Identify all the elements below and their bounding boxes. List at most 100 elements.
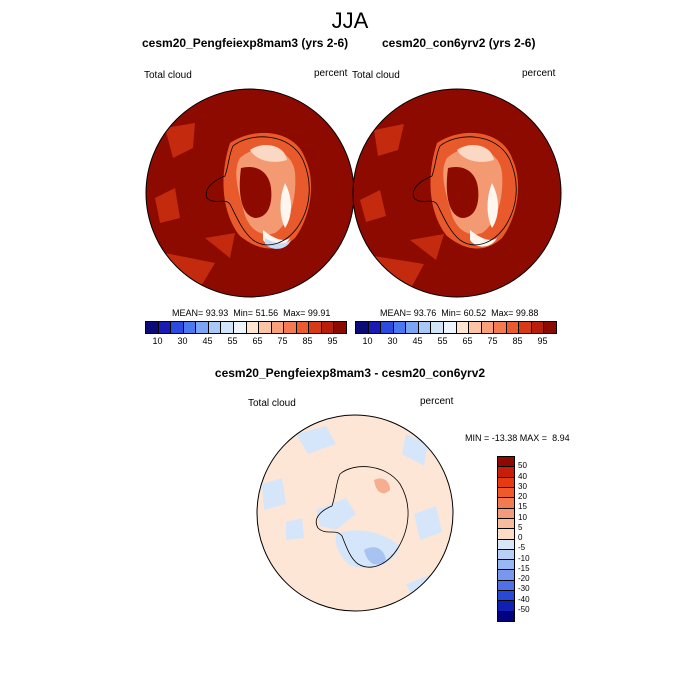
colorbar-swatch bbox=[506, 322, 520, 333]
figure-title: JJA bbox=[331, 8, 369, 33]
colorbar-tick-label: 50 bbox=[518, 461, 527, 471]
colorbar-tick-label: 30 bbox=[518, 481, 527, 491]
panel-2-min-value: 60.52 bbox=[463, 308, 487, 318]
diff-panel-title: cesm20_Pengfeiexp8mam3 - cesm20_con6yrv2 bbox=[214, 366, 486, 380]
colorbar-swatch bbox=[469, 322, 482, 333]
panel-1-min-label: Min= bbox=[228, 308, 256, 318]
colorbar-swatch bbox=[481, 322, 495, 333]
colorbar-tick-label: 65 bbox=[252, 336, 263, 346]
panel-1-mean-label: MEAN= bbox=[172, 308, 206, 318]
colorbar-swatch bbox=[498, 560, 514, 571]
colorbar-tick-label: 30 bbox=[387, 336, 398, 346]
colorbar-tick-label: 45 bbox=[202, 336, 213, 346]
panel-2-min-label: Min= bbox=[436, 308, 464, 318]
diff-panel-variable-label: Total cloud bbox=[248, 398, 296, 409]
diff-max-label: MAX = bbox=[517, 433, 553, 443]
colorbar-swatch bbox=[233, 322, 247, 333]
colorbar-tick-label: 10 bbox=[518, 512, 527, 522]
colorbar-tick-label: -15 bbox=[518, 563, 530, 573]
colorbar-swatch bbox=[443, 322, 457, 333]
colorbar-swatch bbox=[418, 322, 432, 333]
panel-1-colorbar bbox=[145, 321, 347, 334]
colorbar-swatch bbox=[259, 322, 272, 333]
panel-2-variable-label: Total cloud bbox=[352, 70, 400, 81]
panel-1-colorbar-ticks: 10 30 45 55 65 75 85 95 bbox=[145, 336, 345, 348]
colorbar-swatch bbox=[246, 322, 260, 333]
colorbar-tick-label: -30 bbox=[518, 584, 530, 594]
panel-2-mean-label: MEAN= bbox=[380, 308, 414, 318]
panel-1-max-label: Max= bbox=[278, 308, 308, 318]
colorbar-tick-label: 95 bbox=[327, 336, 338, 346]
colorbar-swatch bbox=[498, 508, 514, 519]
colorbar-swatch bbox=[208, 322, 222, 333]
colorbar-tick-label: 20 bbox=[518, 492, 527, 501]
colorbar-swatch bbox=[309, 322, 322, 333]
panel-2-title: cesm20_con6yrv2 (yrs 2-6) bbox=[382, 36, 536, 50]
panel-1-units-label: percent bbox=[314, 68, 348, 79]
colorbar-tick-label: -10 bbox=[518, 553, 530, 563]
colorbar-swatch bbox=[498, 591, 514, 602]
colorbar-tick-label: -40 bbox=[518, 594, 530, 604]
colorbar-swatch bbox=[498, 487, 514, 499]
panel-1-min-value: 51.56 bbox=[255, 308, 279, 318]
colorbar-swatch bbox=[406, 322, 419, 333]
colorbar-tick-label: 5 bbox=[518, 522, 523, 532]
colorbar-tick-label: 15 bbox=[518, 502, 527, 512]
colorbar-swatch bbox=[183, 322, 197, 333]
colorbar-swatch bbox=[196, 322, 209, 333]
diff-panel-stats: MIN = -13.38 MAX = 8.94 bbox=[465, 433, 570, 443]
colorbar-swatch bbox=[498, 498, 514, 509]
colorbar-swatch bbox=[321, 322, 335, 333]
panel-1-mean-value: 93.93 bbox=[205, 308, 229, 318]
colorbar-swatch bbox=[393, 322, 407, 333]
colorbar-swatch bbox=[284, 322, 297, 333]
colorbar-swatch bbox=[531, 322, 545, 333]
colorbar-swatch bbox=[431, 322, 444, 333]
diff-colorbar-ticks: 50 40 30 20 15 10 5 0 -5 -10 -15 -20 -30 -40 -50 bbox=[518, 456, 548, 620]
colorbar-tick-label: 75 bbox=[277, 336, 288, 346]
diff-colorbar bbox=[497, 456, 515, 622]
colorbar-tick-label: -20 bbox=[518, 574, 530, 583]
colorbar-tick-label: 85 bbox=[302, 336, 313, 346]
panel-1-stats: MEAN= 93.93 Min= 51.56 Max= 99.91 bbox=[172, 308, 330, 318]
colorbar-swatch bbox=[356, 322, 369, 333]
colorbar-tick-label: 55 bbox=[437, 336, 448, 346]
colorbar-swatch bbox=[498, 539, 514, 550]
colorbar-swatch bbox=[498, 477, 514, 488]
panel-2-units-label: percent bbox=[522, 68, 556, 79]
colorbar-tick-label: -50 bbox=[518, 604, 530, 614]
colorbar-tick-label: 75 bbox=[487, 336, 498, 346]
panel-2-mean-value: 93.76 bbox=[413, 308, 437, 318]
colorbar-swatch bbox=[171, 322, 184, 333]
colorbar-swatch bbox=[158, 322, 172, 333]
colorbar-swatch bbox=[498, 518, 514, 530]
colorbar-swatch bbox=[221, 322, 234, 333]
colorbar-swatch bbox=[498, 570, 514, 581]
colorbar-swatch bbox=[498, 549, 514, 561]
colorbar-swatch bbox=[498, 457, 514, 468]
colorbar-swatch bbox=[271, 322, 285, 333]
colorbar-swatch bbox=[494, 322, 507, 333]
panel-2-stats: MEAN= 93.76 Min= 60.52 Max= 99.88 bbox=[380, 308, 538, 318]
panel-1-map bbox=[145, 88, 355, 298]
diff-max-value: 8.94 bbox=[552, 433, 570, 443]
colorbar-tick-label: 40 bbox=[518, 471, 527, 481]
diff-min-label: MIN = bbox=[465, 433, 492, 443]
colorbar-tick-label: 85 bbox=[512, 336, 523, 346]
diff-panel-map bbox=[256, 414, 454, 612]
diff-min-value: -13.38 bbox=[491, 433, 518, 443]
panel-1-title: cesm20_Pengfeiexp8mam3 (yrs 2-6) bbox=[142, 36, 349, 50]
colorbar-tick-label: 30 bbox=[177, 336, 188, 346]
colorbar-tick-label: 45 bbox=[412, 336, 423, 346]
panel-2-max-value: 99.88 bbox=[515, 308, 539, 318]
colorbar-swatch bbox=[498, 580, 514, 592]
panel-2-max-label: Max= bbox=[486, 308, 516, 318]
diff-panel-units-label: percent bbox=[420, 396, 454, 407]
colorbar-swatch bbox=[146, 322, 159, 333]
colorbar-swatch bbox=[296, 322, 310, 333]
panel-2-colorbar-ticks: 10 30 45 55 65 75 85 95 bbox=[355, 336, 555, 348]
panel-1-variable-label: Total cloud bbox=[144, 70, 192, 81]
panel-1-max-value: 99.91 bbox=[307, 308, 331, 318]
colorbar-swatch bbox=[334, 322, 346, 333]
colorbar-swatch bbox=[498, 467, 514, 478]
